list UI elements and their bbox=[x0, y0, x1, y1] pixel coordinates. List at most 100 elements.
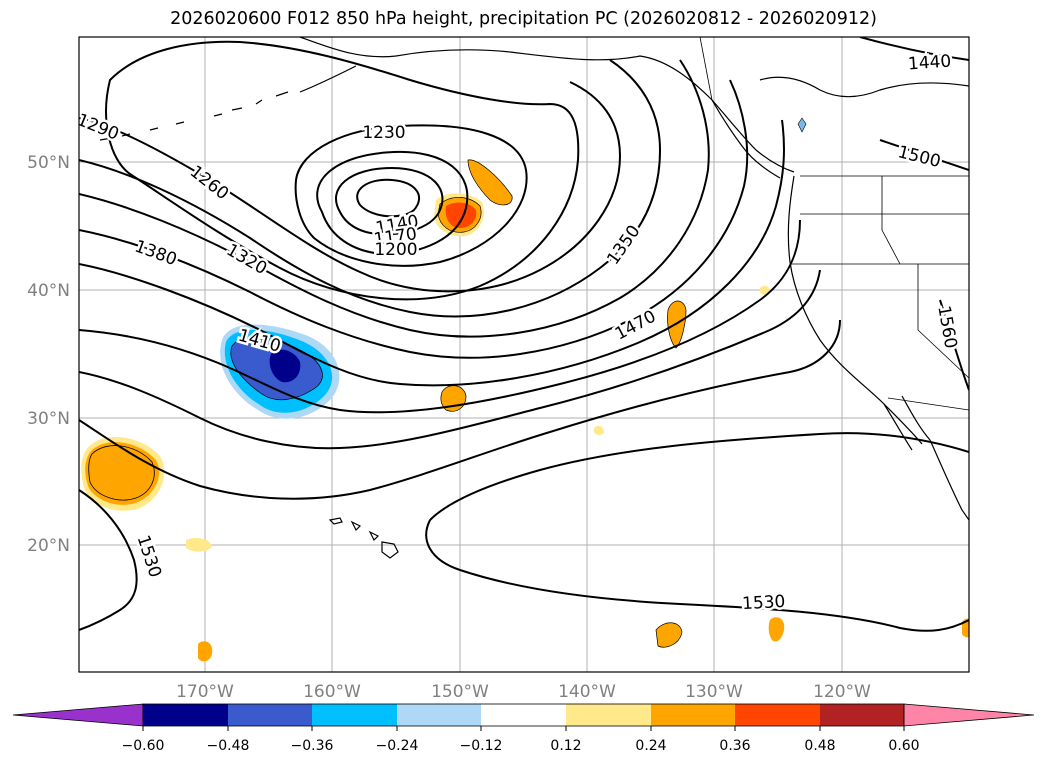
contour-label: 1380 bbox=[132, 237, 179, 271]
longitude-labels: 170°W 160°W 150°W 140°W 130°W 120°W bbox=[176, 682, 871, 702]
lon-label: 160°W bbox=[303, 682, 361, 702]
precip-positive-areas bbox=[81, 117, 969, 662]
colorbar-tick-label: −0.24 bbox=[376, 738, 419, 754]
colorbar-segment bbox=[820, 704, 904, 726]
contour-1560 bbox=[939, 299, 969, 391]
precip-fill-orange-s bbox=[198, 641, 213, 662]
colorbar-extend-high bbox=[903, 703, 1035, 727]
colorbar-segment bbox=[481, 704, 566, 726]
precip-fill-navy bbox=[269, 349, 301, 383]
colorbar-tick-label: 0.36 bbox=[719, 738, 750, 754]
lat-label: 50°N bbox=[27, 153, 70, 173]
canada-coast bbox=[759, 76, 969, 98]
contour-1530 bbox=[79, 432, 969, 632]
hawaii-islands bbox=[328, 517, 399, 559]
precip-fill-orange-se bbox=[768, 617, 785, 642]
contour-label: 1440 bbox=[907, 52, 952, 75]
contour-1380 bbox=[79, 79, 749, 359]
bc-coast bbox=[711, 99, 781, 179]
alaska-canada-border bbox=[699, 37, 713, 101]
gridlines bbox=[79, 37, 969, 672]
state-border-id bbox=[881, 176, 901, 265]
colorbar-tick-labels: −0.60 −0.48 −0.36 −0.24 −0.12 0.12 0.24 … bbox=[122, 738, 920, 754]
outline-gulf bbox=[437, 197, 482, 233]
lon-label: 140°W bbox=[558, 682, 616, 702]
contour-label: 1230 bbox=[362, 123, 405, 143]
lon-label: 150°W bbox=[431, 682, 489, 702]
latitude-labels: 50°N 40°N 30°N 20°N bbox=[27, 153, 70, 556]
colorbar: −0.60 −0.48 −0.36 −0.24 −0.12 0.12 0.24 … bbox=[12, 703, 1035, 754]
colorbar-frame bbox=[142, 703, 905, 727]
contour-1170 bbox=[335, 166, 444, 236]
colorbar-segment bbox=[143, 704, 228, 726]
colorbar-segment bbox=[228, 704, 312, 726]
precip-fill-orange-north bbox=[468, 159, 513, 205]
map-area: 1290 1260 1230 1140 1170 1200 1320 1380 … bbox=[74, 37, 969, 672]
colorbar-segment bbox=[566, 704, 651, 726]
contour-label: 1560 bbox=[933, 304, 960, 350]
contour-label: 1200 bbox=[374, 240, 417, 260]
contour-1470 bbox=[79, 269, 821, 450]
colorbar-tick-label: −0.12 bbox=[460, 738, 503, 754]
baja-peninsula bbox=[883, 395, 931, 451]
colorbar-tick-label: 0.60 bbox=[888, 738, 919, 754]
political-borders bbox=[699, 37, 969, 411]
precip-fill-yellow-small-1 bbox=[594, 425, 604, 435]
outline-north bbox=[467, 159, 513, 206]
colorbar-extend-low bbox=[12, 703, 144, 727]
contour-1440 bbox=[79, 37, 969, 414]
colorbar-tick-label: 0.24 bbox=[635, 738, 666, 754]
outline-center bbox=[440, 385, 467, 412]
mexico-coast bbox=[929, 439, 969, 521]
contour-1140 bbox=[356, 178, 420, 218]
lon-label: 130°W bbox=[685, 682, 743, 702]
lat-label: 30°N bbox=[27, 409, 70, 429]
outline-south bbox=[655, 622, 683, 648]
lon-label: 120°W bbox=[813, 682, 871, 702]
precip-fill-orange-nw bbox=[85, 442, 160, 505]
contour-1200 bbox=[316, 150, 469, 256]
contour-label: 1530 bbox=[133, 533, 165, 580]
nw-blob-outline bbox=[88, 445, 155, 501]
precip-negative-area bbox=[220, 324, 340, 419]
colorbar-tick-label: 0.12 bbox=[550, 738, 581, 754]
colorbar-ticks bbox=[142, 726, 905, 731]
precip-fill-blue-canada bbox=[797, 117, 807, 133]
colorbar-tick-label: −0.48 bbox=[207, 738, 250, 754]
us-west-coast bbox=[787, 175, 923, 445]
contour-label: 1470 bbox=[612, 307, 660, 345]
precip-fill-yellow-hawaii bbox=[186, 538, 212, 552]
contour-1350 bbox=[79, 59, 710, 338]
us-mexico-border bbox=[887, 397, 969, 411]
precip-fill-red-gulf bbox=[445, 202, 477, 228]
coastlines bbox=[88, 37, 969, 559]
colorbar-tick-label: −0.60 bbox=[122, 738, 165, 754]
aleutian-islands bbox=[99, 91, 289, 141]
colorbar-segment bbox=[735, 704, 820, 726]
figure-title: 2026020600 F012 850 hPa height, precipit… bbox=[170, 9, 877, 29]
outline-neg-blob bbox=[230, 336, 323, 401]
colorbar-tick-label: −0.36 bbox=[291, 738, 334, 754]
contour-1290 bbox=[79, 81, 622, 293]
state-border-ca-nv bbox=[917, 264, 969, 379]
contour-1500 bbox=[79, 139, 969, 500]
lat-label: 40°N bbox=[27, 281, 70, 301]
contour-1410 bbox=[79, 119, 785, 387]
contour-label: 1260 bbox=[186, 162, 232, 204]
lat-label: 20°N bbox=[27, 536, 70, 556]
precip-outlines bbox=[230, 159, 687, 648]
height-contours bbox=[79, 37, 969, 632]
alaska-peninsula bbox=[299, 65, 357, 93]
contour-label: 1290 bbox=[74, 110, 122, 145]
outline-east bbox=[667, 300, 687, 349]
contour-1320 bbox=[79, 59, 662, 318]
contour-1230 bbox=[294, 124, 528, 267]
colorbar-segment bbox=[651, 704, 735, 726]
map-frame bbox=[78, 36, 970, 673]
lon-label: 170°W bbox=[176, 682, 234, 702]
precip-fill-orange-south bbox=[656, 622, 682, 648]
contour-label: 1530 bbox=[742, 592, 786, 614]
contour-label: 1500 bbox=[896, 142, 943, 172]
alaska-coastline bbox=[299, 37, 795, 173]
